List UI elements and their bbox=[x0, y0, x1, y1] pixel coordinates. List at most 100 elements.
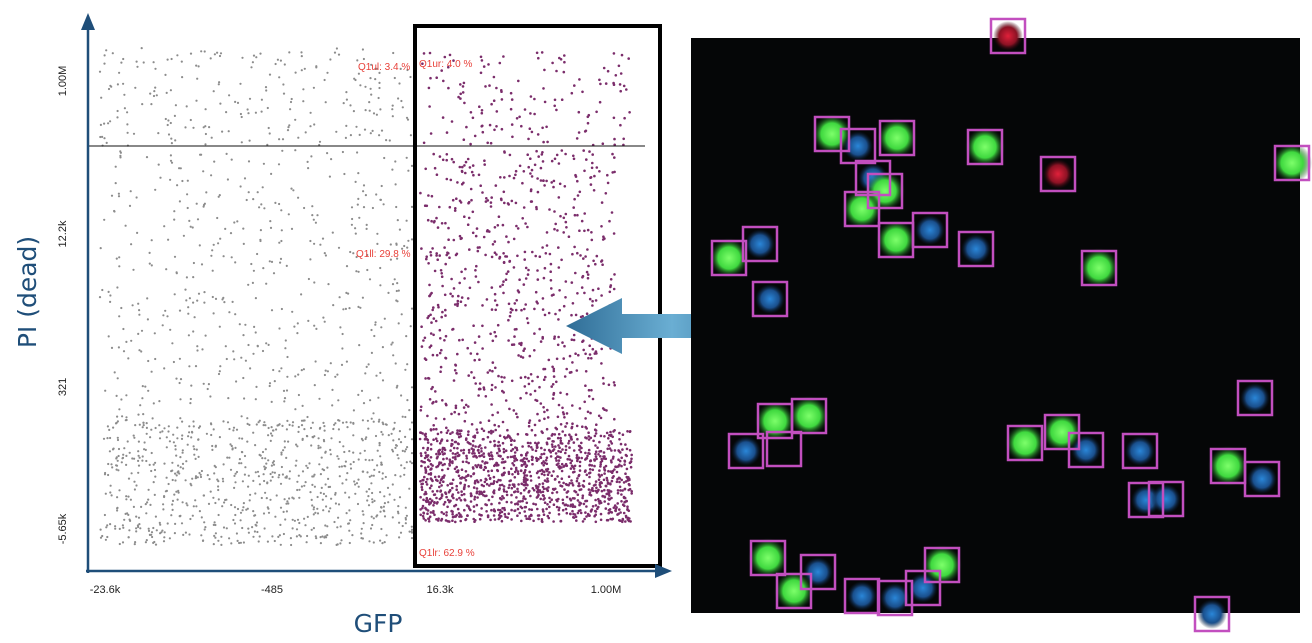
gfp-positive-event bbox=[583, 229, 586, 233]
gfp-positive-event bbox=[502, 447, 506, 451]
gfp-positive-event bbox=[524, 505, 528, 509]
gfp-negative-event bbox=[284, 347, 287, 350]
gfp-positive-event bbox=[589, 183, 593, 186]
gfp-positive-event bbox=[521, 458, 524, 462]
cell-detection-box bbox=[741, 225, 779, 263]
gfp-negative-event bbox=[384, 475, 387, 479]
gfp-positive-event bbox=[451, 478, 455, 482]
gfp-positive-event bbox=[478, 387, 481, 391]
gfp-positive-event bbox=[507, 302, 511, 306]
gfp-positive-event bbox=[427, 465, 430, 469]
gfp-negative-event bbox=[188, 219, 191, 222]
microscopy-background bbox=[691, 38, 1300, 613]
gfp-negative-event bbox=[218, 370, 221, 373]
gfp-positive-event bbox=[557, 266, 561, 269]
gfp-negative-event bbox=[348, 509, 351, 512]
gfp-positive-event bbox=[491, 361, 495, 364]
gfp-positive-event bbox=[516, 514, 519, 517]
gfp-negative-event bbox=[99, 528, 102, 531]
dead-cell bbox=[993, 21, 1023, 51]
gfp-negative-event bbox=[326, 370, 329, 373]
gfp-positive-event bbox=[432, 152, 436, 156]
gfp-negative-event bbox=[405, 219, 408, 222]
gfp-positive-event bbox=[608, 290, 612, 294]
gfp-positive-event bbox=[445, 158, 449, 162]
gfp-positive-event bbox=[472, 376, 476, 380]
gfp-negative-event bbox=[315, 66, 318, 69]
gfp-negative-event bbox=[305, 464, 308, 467]
gfp-negative-event bbox=[278, 534, 281, 537]
gfp-positive-event bbox=[497, 215, 501, 218]
gfp-negative-event bbox=[180, 60, 183, 63]
gfp-positive-event bbox=[461, 85, 465, 88]
gfp-positive-event bbox=[471, 444, 475, 447]
gfp-negative-event bbox=[407, 239, 410, 242]
gfp-negative-event bbox=[321, 237, 325, 240]
gfp-negative-event bbox=[309, 426, 313, 430]
gfp-positive-event bbox=[463, 508, 466, 512]
gfp-positive-event bbox=[543, 473, 546, 477]
gfp-positive-event bbox=[439, 489, 443, 493]
gfp-negative-event bbox=[264, 491, 267, 494]
gfp-positive-event bbox=[426, 454, 429, 458]
gfp-positive-event bbox=[574, 352, 577, 356]
gfp-negative-event bbox=[371, 206, 374, 210]
gfp-negative-event bbox=[224, 345, 227, 348]
gfp-positive-event bbox=[561, 498, 565, 502]
gfp-positive-event bbox=[493, 330, 497, 334]
gfp-positive-event bbox=[583, 517, 586, 521]
gfp-positive-event bbox=[564, 445, 568, 448]
gfp-positive-event bbox=[564, 220, 568, 224]
gfp-positive-event bbox=[459, 435, 463, 438]
gfp-negative-event bbox=[119, 154, 122, 157]
gfp-positive-event bbox=[438, 497, 442, 501]
gfp-positive-event bbox=[527, 165, 530, 169]
gfp-positive-event bbox=[610, 496, 613, 500]
gfp-positive-event bbox=[442, 476, 445, 479]
gfp-positive-event bbox=[599, 512, 603, 516]
gfp-negative-event bbox=[408, 428, 411, 431]
gfp-positive-event bbox=[455, 484, 459, 488]
gfp-negative-event bbox=[211, 269, 214, 272]
gfp-positive-event bbox=[546, 480, 550, 483]
gfp-positive-event bbox=[477, 335, 481, 338]
gfp-positive-event bbox=[594, 262, 597, 266]
gfp-positive-event bbox=[469, 142, 472, 146]
gfp-negative-event bbox=[282, 449, 285, 452]
x-tick-label: -485 bbox=[261, 584, 283, 596]
gfp-positive-event bbox=[537, 517, 540, 521]
gfp-negative-event bbox=[178, 167, 181, 170]
gfp-positive-event bbox=[432, 221, 436, 224]
gfp-negative-event bbox=[370, 351, 373, 354]
gfp-positive-event bbox=[454, 520, 457, 524]
gfp-negative-event bbox=[357, 478, 360, 481]
gfp-positive-event bbox=[419, 405, 423, 409]
gfp-positive-event bbox=[615, 470, 619, 474]
gfp-negative-event bbox=[334, 375, 337, 378]
gfp-negative-event bbox=[363, 449, 366, 452]
gfp-positive-event bbox=[547, 486, 550, 489]
gfp-positive-event bbox=[445, 514, 448, 517]
gfp-positive-event bbox=[601, 495, 604, 498]
gfp-positive-event bbox=[584, 451, 587, 455]
gfp-negative-event bbox=[217, 488, 220, 492]
gfp-negative-event bbox=[186, 193, 189, 196]
gfp-positive-event bbox=[608, 434, 611, 437]
gfp-positive-event bbox=[419, 495, 422, 499]
gfp-positive-event bbox=[599, 465, 602, 468]
gfp-negative-event bbox=[116, 377, 119, 380]
gfp-positive-event bbox=[528, 508, 531, 511]
gfp-positive-event bbox=[601, 407, 605, 410]
gfp-negative-event bbox=[99, 247, 102, 250]
gfp-positive-event bbox=[623, 116, 626, 120]
gfp-positive-event bbox=[545, 244, 549, 247]
gfp-positive-event bbox=[524, 375, 527, 379]
gfp-positive-event bbox=[612, 52, 616, 55]
gfp-negative-event bbox=[197, 438, 200, 441]
gfp-negative-event bbox=[346, 472, 349, 475]
gfp-negative-event bbox=[268, 132, 271, 135]
gfp-negative-event bbox=[343, 450, 346, 454]
gfp-positive-event bbox=[613, 429, 616, 432]
gfp-negative-event bbox=[195, 99, 198, 102]
gfp-negative-event bbox=[395, 289, 398, 293]
